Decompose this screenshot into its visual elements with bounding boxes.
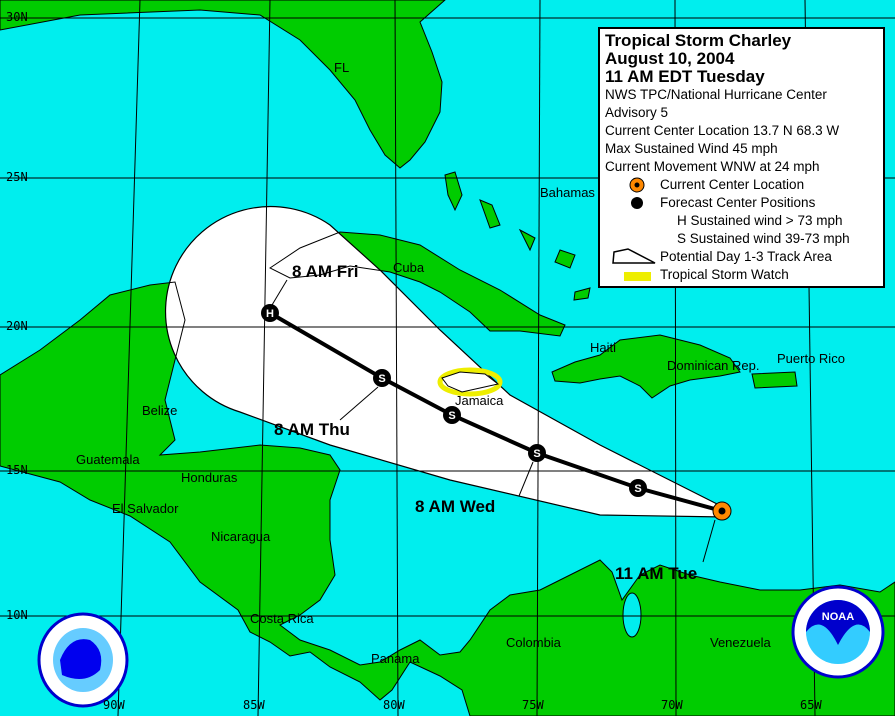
place-label: Haiti — [590, 340, 617, 355]
longitude-label: 75W — [522, 698, 544, 712]
longitude-line — [257, 0, 271, 716]
bahamas-3 — [518, 228, 536, 252]
longitude-line — [117, 0, 141, 716]
place-label: Panama — [371, 651, 420, 666]
latitude-label: 30N — [6, 10, 28, 24]
nws-logo — [37, 612, 129, 708]
longitude-label: 70W — [661, 698, 683, 712]
place-label: Guatemala — [76, 452, 140, 467]
legend-forecast-positions: Forecast Center Positions — [605, 194, 878, 212]
intensity-letter: H — [266, 308, 274, 320]
forecast-position-marker — [528, 444, 546, 462]
latitude-label: 10N — [6, 608, 28, 622]
legend-label: Forecast Center Positions — [660, 195, 816, 210]
intensity-letter: S — [533, 448, 540, 460]
bahamas-5 — [573, 287, 591, 301]
label-leader-line — [339, 386, 379, 421]
agency: NWS TPC/National Hurricane Center — [605, 87, 827, 102]
central-and-south-america — [0, 281, 895, 716]
jamaica-watch-outline — [437, 367, 503, 397]
lake-maracaibo — [622, 592, 642, 638]
place-label: Jamaica — [455, 393, 504, 408]
current-location: Current Center Location 13.7 N 68.3 W — [605, 123, 840, 138]
puerto-rico — [751, 371, 798, 389]
legend-h-key: H Sustained wind > 73 mph — [677, 213, 843, 228]
legend-panel: Tropical Storm Charley August 10, 2004 1… — [598, 27, 885, 288]
noaa-logo: NOAA — [791, 585, 885, 679]
longitude-label: 85W — [243, 698, 265, 712]
legend-track-area: Potential Day 1-3 Track Area — [605, 248, 878, 266]
longitude-line — [536, 0, 541, 716]
label-leader-line — [518, 461, 534, 497]
place-label: Dominican Rep. — [667, 358, 760, 373]
place-label: Venezuela — [710, 635, 771, 650]
current-center-icon — [629, 177, 645, 193]
latitude-label: 15N — [6, 463, 28, 477]
longitude-label: 80W — [383, 698, 405, 712]
legend-label: Potential Day 1-3 Track Area — [660, 249, 832, 264]
place-label: El Salvador — [112, 501, 179, 516]
bahamas-4 — [554, 249, 576, 269]
cone-shape-icon — [612, 248, 656, 264]
advisory-time: 11 AM EDT Tuesday — [605, 67, 765, 86]
intensity-letter: S — [634, 483, 641, 495]
forecast-time-label: 8 AM Thu — [274, 420, 350, 439]
place-label: Puerto Rico — [777, 351, 845, 366]
forecast-time-label: 11 AM Tue — [615, 564, 698, 583]
legend-label: Tropical Storm Watch — [660, 267, 789, 282]
place-label: FL — [334, 60, 350, 75]
bahamas-1 — [444, 171, 463, 212]
latitude-label: 25N — [6, 170, 28, 184]
label-leader-line — [271, 279, 288, 306]
place-label: Belize — [142, 403, 178, 418]
bahamas-2 — [479, 199, 501, 229]
label-leader-line — [702, 519, 716, 563]
place-label: Bahamas — [540, 185, 595, 200]
forecast-position-marker — [443, 406, 461, 424]
current-movement: Current Movement WNW at 24 mph — [605, 159, 820, 174]
svg-text:NOAA: NOAA — [822, 611, 854, 623]
forecast-dot-icon — [631, 197, 643, 209]
advisory-number: Advisory 5 — [605, 105, 669, 120]
forecast-position-marker — [373, 369, 391, 387]
place-label: Honduras — [181, 470, 238, 485]
advisory-date: August 10, 2004 — [605, 49, 735, 68]
longitude-line — [394, 0, 399, 716]
jamaica — [441, 371, 500, 393]
watch-swatch-icon — [624, 272, 651, 281]
longitude-label: 90W — [103, 698, 125, 712]
legend-s-key: S Sustained wind 39-73 mph — [677, 231, 850, 246]
legend-watch: Tropical Storm Watch — [605, 266, 878, 284]
longitude-label: 65W — [800, 698, 822, 712]
place-label: Nicaragua — [211, 529, 271, 544]
forecast-position-marker — [261, 304, 279, 322]
current-center-dot — [718, 507, 726, 515]
max-wind: Max Sustained Wind 45 mph — [605, 141, 778, 156]
florida-gulf-coast — [0, 0, 446, 169]
intensity-letter: S — [378, 373, 385, 385]
track-cone — [164, 206, 726, 518]
legend-current-center: Current Center Location — [605, 176, 878, 194]
hispaniola — [551, 334, 741, 399]
forecast-position-marker — [629, 479, 647, 497]
forecast-track: S S S S H — [261, 279, 732, 563]
storm-title: Tropical Storm Charley — [605, 31, 792, 50]
legend-label: Current Center Location — [660, 177, 805, 192]
place-label: Colombia — [506, 635, 561, 650]
forecast-time-label: 8 AM Wed — [415, 497, 496, 516]
latitude-label: 20N — [6, 319, 28, 333]
intensity-letter: S — [448, 410, 455, 422]
place-label: Costa Rica — [250, 611, 314, 626]
forecast-time-label: 8 AM Fri — [292, 262, 359, 281]
place-label: Cuba — [393, 260, 425, 275]
track-line — [268, 311, 723, 513]
